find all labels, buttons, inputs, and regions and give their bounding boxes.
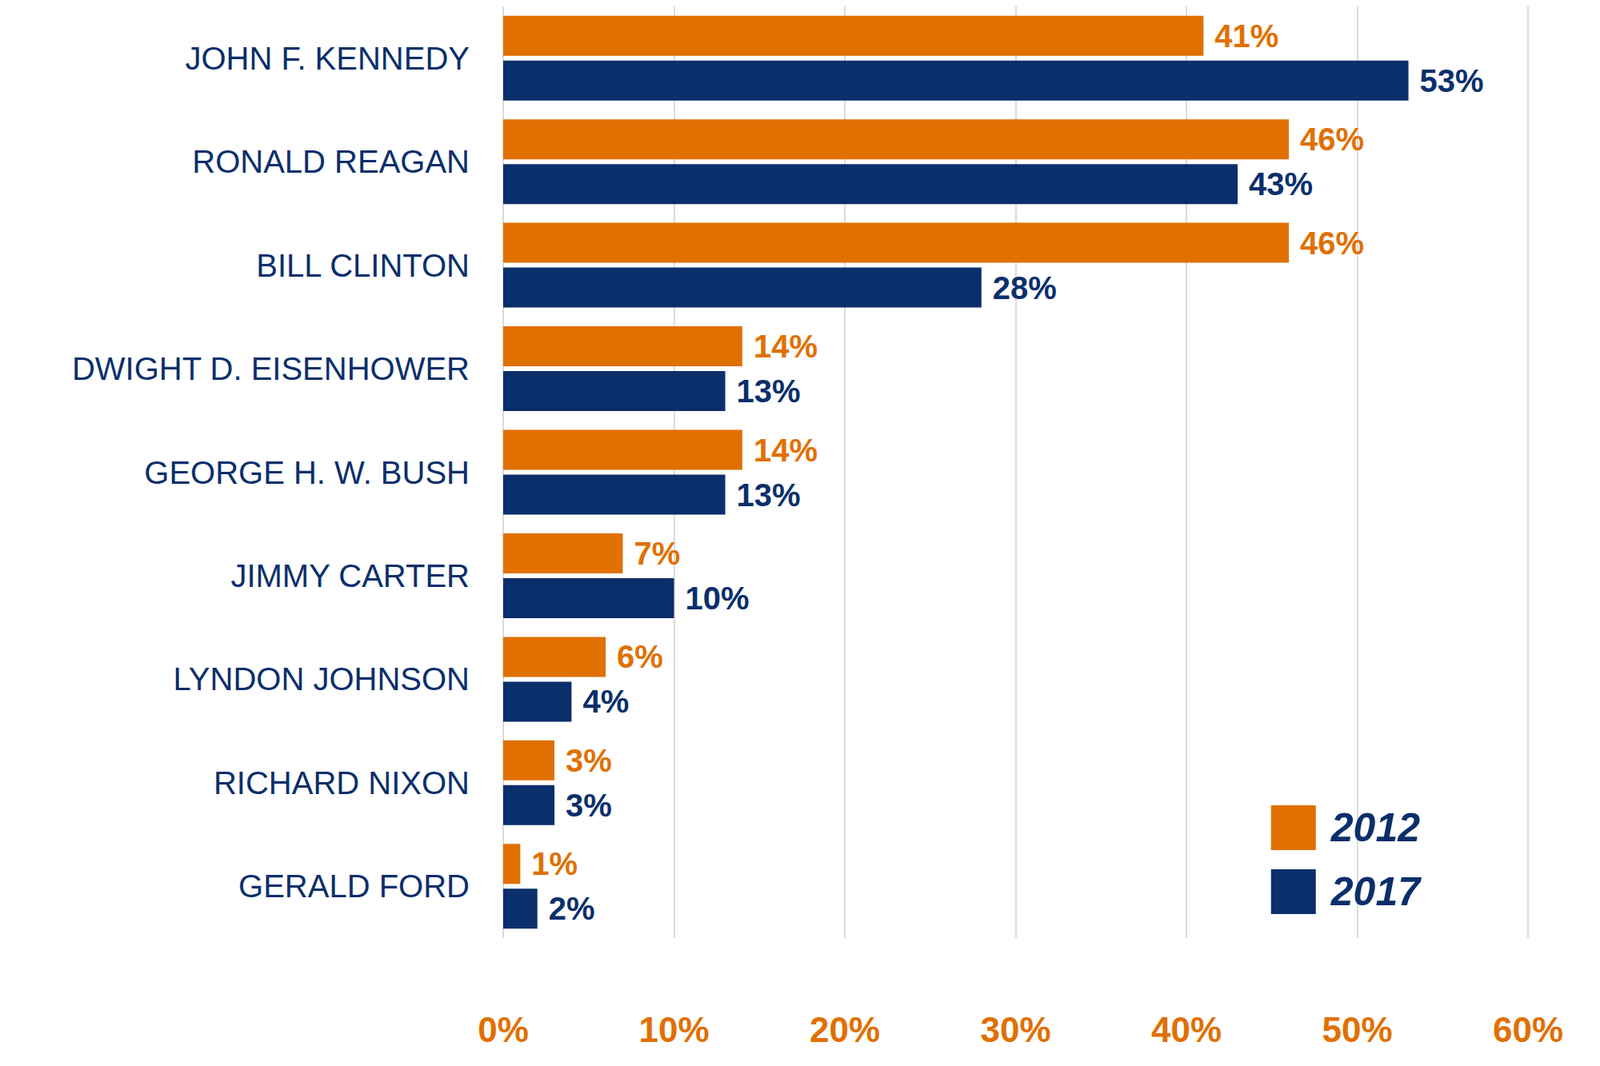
svg-text:JOHN F. KENNEDY: JOHN F. KENNEDY <box>184 40 470 76</box>
svg-text:14%: 14% <box>753 432 818 468</box>
svg-text:RICHARD NIXON: RICHARD NIXON <box>213 765 470 801</box>
svg-text:2012: 2012 <box>1330 805 1420 851</box>
svg-text:13%: 13% <box>736 373 801 409</box>
svg-text:3%: 3% <box>565 743 612 779</box>
svg-text:20%: 20% <box>809 1010 880 1050</box>
svg-text:JIMMY CARTER: JIMMY CARTER <box>230 558 470 594</box>
svg-text:40%: 40% <box>1151 1010 1222 1050</box>
svg-text:7%: 7% <box>633 536 680 572</box>
svg-text:2%: 2% <box>548 891 596 927</box>
svg-text:DWIGHT D. EISENHOWER: DWIGHT D. EISENHOWER <box>72 351 470 387</box>
svg-text:GEORGE H. W. BUSH: GEORGE H. W. BUSH <box>144 455 470 491</box>
svg-text:14%: 14% <box>753 328 818 364</box>
svg-text:46%: 46% <box>1300 121 1364 157</box>
svg-text:2017: 2017 <box>1330 869 1422 915</box>
svg-text:10%: 10% <box>685 580 750 616</box>
svg-text:28%: 28% <box>992 270 1057 306</box>
svg-text:10%: 10% <box>638 1010 709 1050</box>
svg-text:46%: 46% <box>1300 225 1364 261</box>
svg-text:13%: 13% <box>736 477 801 513</box>
svg-text:53%: 53% <box>1420 63 1484 99</box>
svg-text:30%: 30% <box>980 1010 1051 1050</box>
svg-text:50%: 50% <box>1321 1010 1392 1050</box>
svg-text:4%: 4% <box>582 684 629 720</box>
svg-text:1%: 1% <box>531 846 578 882</box>
svg-text:60%: 60% <box>1492 1010 1564 1050</box>
svg-text:GERALD FORD: GERALD FORD <box>238 868 470 904</box>
svg-text:BILL CLINTON: BILL CLINTON <box>256 248 470 284</box>
svg-text:0%: 0% <box>477 1010 529 1050</box>
svg-text:6%: 6% <box>616 639 664 675</box>
svg-text:43%: 43% <box>1248 166 1313 202</box>
svg-text:RONALD REAGAN: RONALD REAGAN <box>192 144 470 180</box>
svg-text:LYNDON JOHNSON: LYNDON JOHNSON <box>173 661 470 697</box>
svg-text:41%: 41% <box>1214 18 1279 54</box>
svg-text:3%: 3% <box>565 788 612 824</box>
